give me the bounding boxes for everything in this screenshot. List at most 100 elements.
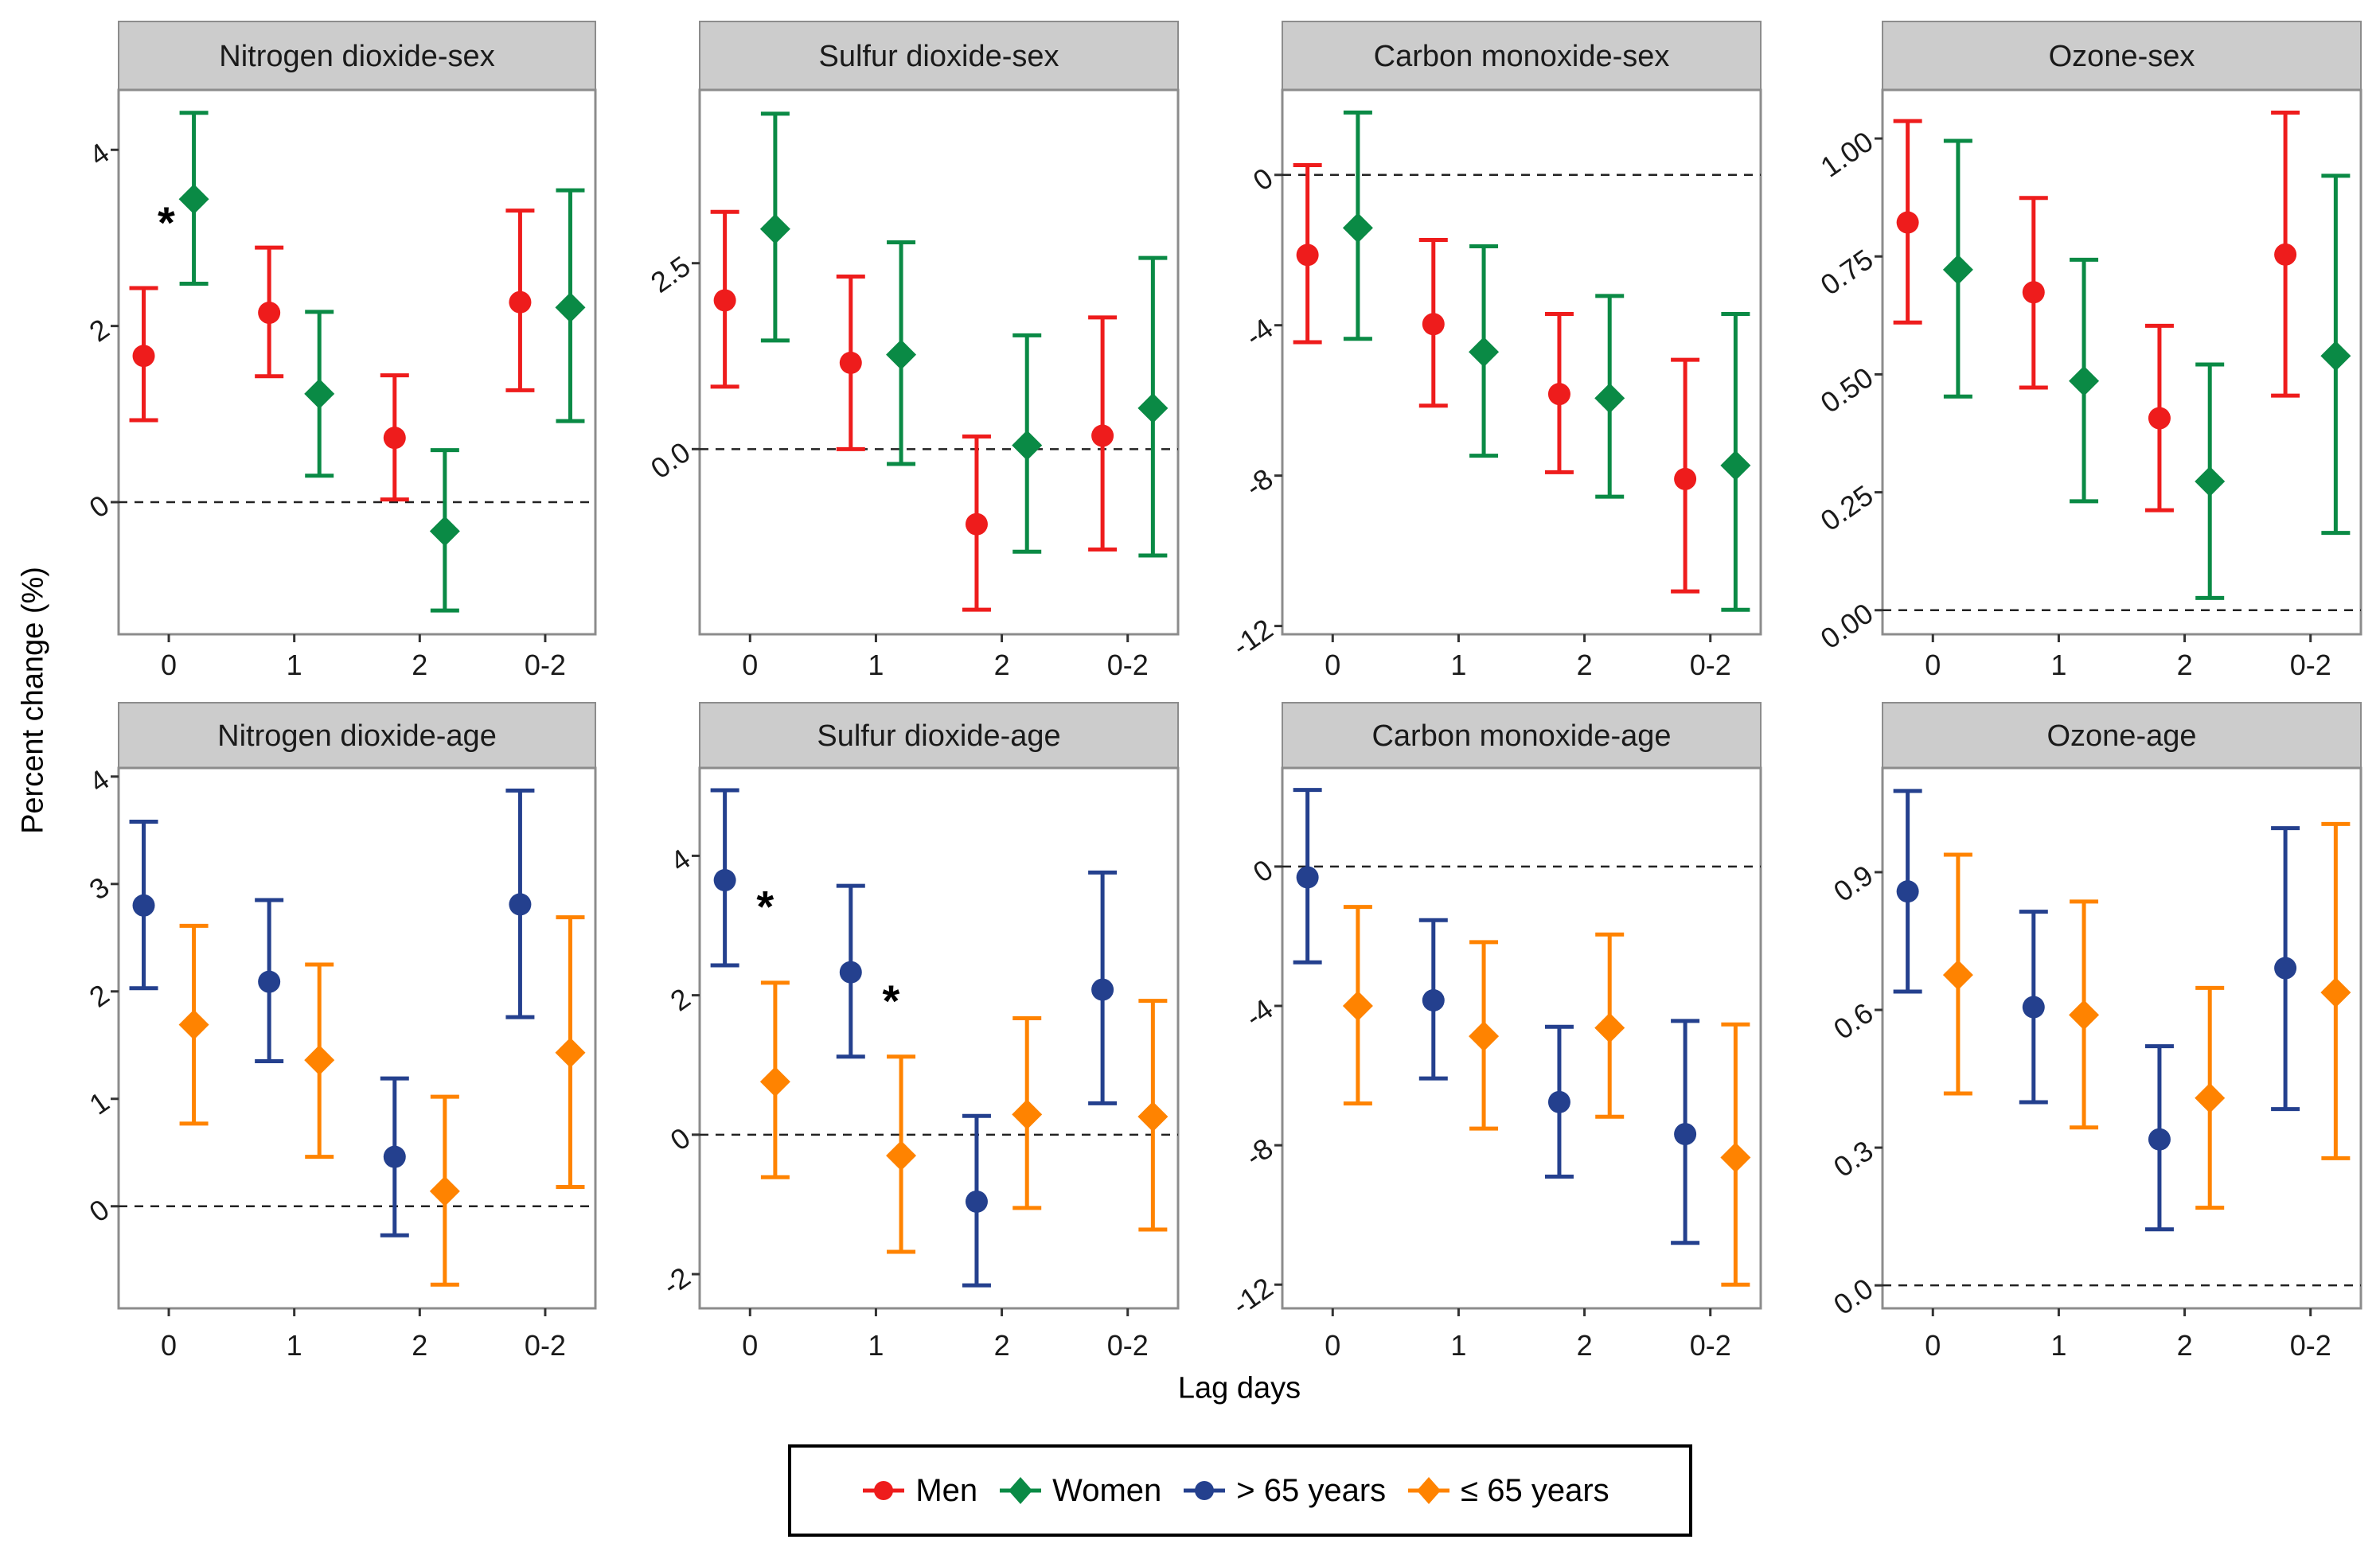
error-bar	[1342, 905, 1373, 1106]
error-bar	[1293, 162, 1322, 345]
data-point-circle	[2274, 243, 2297, 266]
data-point-diamond	[2069, 1000, 2100, 1031]
data-point-circle	[2148, 1128, 2171, 1151]
y-tick-label: 0.0	[645, 435, 696, 485]
error-bar	[555, 188, 586, 423]
y-tick-label: 0.50	[1815, 361, 1879, 419]
error-bar	[1671, 1019, 1700, 1245]
error-bar	[555, 915, 586, 1189]
x-tick-label: 2	[1577, 649, 1593, 681]
y-tick-label: 0	[84, 489, 115, 524]
error-bar	[255, 245, 284, 379]
y-tick-label: 0	[84, 1193, 115, 1229]
data-point-diamond	[1137, 392, 1169, 423]
error-bar	[710, 209, 739, 389]
error-bar	[2069, 899, 2100, 1130]
data-point-diamond	[178, 1009, 209, 1040]
panel-title: Carbon monoxide-sex	[1374, 40, 1670, 73]
data-point-circle	[132, 894, 155, 917]
error-bar	[759, 111, 790, 343]
panel-strip	[1882, 702, 2362, 769]
y-tick-label: 4	[84, 763, 115, 799]
error-bar	[1720, 1022, 1751, 1287]
panel: Sulfur dioxide-sex 0.0 2.5 0 1 2 0-2	[645, 21, 1180, 681]
panel-strip	[1282, 21, 1762, 91]
y-tick-label: 0.9	[1828, 859, 1879, 908]
x-tick-label: 0	[1325, 1329, 1340, 1362]
x-tick-label: 2	[412, 649, 427, 681]
x-tick-label: 0-2	[2290, 649, 2331, 681]
error-bar	[1012, 333, 1043, 554]
data-point-circle	[383, 427, 406, 450]
data-point-diamond	[1720, 1142, 1751, 1173]
panel-strip	[118, 702, 596, 769]
error-bar	[1469, 244, 1500, 458]
data-point-circle	[2148, 407, 2171, 430]
panel: Ozone-sex 0.00 0.25 0.50 0.75 1.00 0 1 2 0-2	[1815, 21, 2362, 681]
data-point-diamond	[886, 339, 917, 370]
legend: Men Women > 65 years ≤ 65 years	[788, 1444, 1692, 1537]
data-point-diamond	[2320, 977, 2351, 1008]
x-tick-label: 2	[994, 649, 1010, 681]
x-tick-label: 2	[2177, 1329, 2193, 1362]
error-bar	[1942, 138, 1973, 399]
x-tick-label: 0-2	[525, 649, 566, 681]
data-point-circle	[965, 1190, 988, 1213]
error-bar	[1893, 789, 1922, 994]
data-point-diamond	[178, 184, 209, 215]
plot-area	[698, 88, 1180, 636]
plot-area	[117, 88, 597, 636]
error-bar	[505, 788, 535, 1019]
data-point-diamond	[1342, 212, 1373, 244]
error-bar	[2195, 362, 2226, 600]
data-point-circle	[383, 1145, 406, 1168]
legend-item-under-65: ≤ 65 years	[1405, 1473, 1609, 1509]
plot-area	[698, 766, 1180, 1310]
y-tick-label: 0	[1247, 853, 1279, 889]
data-point-circle	[1296, 866, 1319, 889]
y-tick-label: 1	[84, 1085, 115, 1121]
data-point-circle	[1547, 383, 1570, 406]
error-bar	[710, 788, 739, 968]
y-tick-label: 3	[84, 871, 115, 906]
error-bar	[1594, 932, 1625, 1119]
error-bar	[2320, 173, 2351, 536]
error-bar	[2271, 110, 2300, 398]
error-bar	[2144, 1044, 2174, 1232]
plot-area	[1881, 88, 2362, 636]
y-tick-label: -12	[1226, 1271, 1278, 1321]
x-tick-label: 2	[412, 1329, 427, 1362]
y-tick-label: 2	[665, 981, 696, 1017]
legend-label: > 65 years	[1236, 1472, 1387, 1508]
data-point-diamond	[886, 1140, 917, 1171]
data-point-diamond	[304, 1045, 335, 1076]
data-point-diamond	[1942, 960, 1973, 991]
data-point-diamond	[1469, 337, 1500, 368]
legend-item-women: Women	[997, 1473, 1161, 1509]
error-bar	[1012, 1016, 1043, 1210]
error-bar	[2019, 910, 2048, 1105]
data-point-diamond	[1342, 991, 1373, 1022]
y-tick-label: 0.6	[1828, 996, 1879, 1046]
error-bar	[2019, 196, 2048, 390]
panel-strip	[1882, 21, 2362, 91]
x-tick-label: 1	[868, 649, 884, 681]
error-bar	[1942, 852, 1973, 1096]
x-tick-label: 0-2	[1107, 649, 1149, 681]
x-tick-label: 0-2	[1107, 1329, 1149, 1362]
error-bar	[429, 1094, 460, 1287]
data-point-diamond	[304, 378, 335, 409]
x-tick-label: 2	[994, 1329, 1010, 1362]
error-bar	[759, 980, 790, 1179]
diamond-marker-icon	[1408, 1477, 1450, 1504]
error-bar	[1088, 870, 1118, 1105]
error-bar	[1720, 312, 1751, 612]
circle-marker-icon	[863, 1481, 905, 1500]
data-point-circle	[1296, 244, 1319, 267]
error-bar	[304, 962, 335, 1160]
data-point-diamond	[759, 213, 790, 244]
data-point-diamond	[2195, 466, 2226, 497]
error-bar	[962, 1113, 991, 1288]
circle-marker-icon	[1184, 1481, 1226, 1500]
